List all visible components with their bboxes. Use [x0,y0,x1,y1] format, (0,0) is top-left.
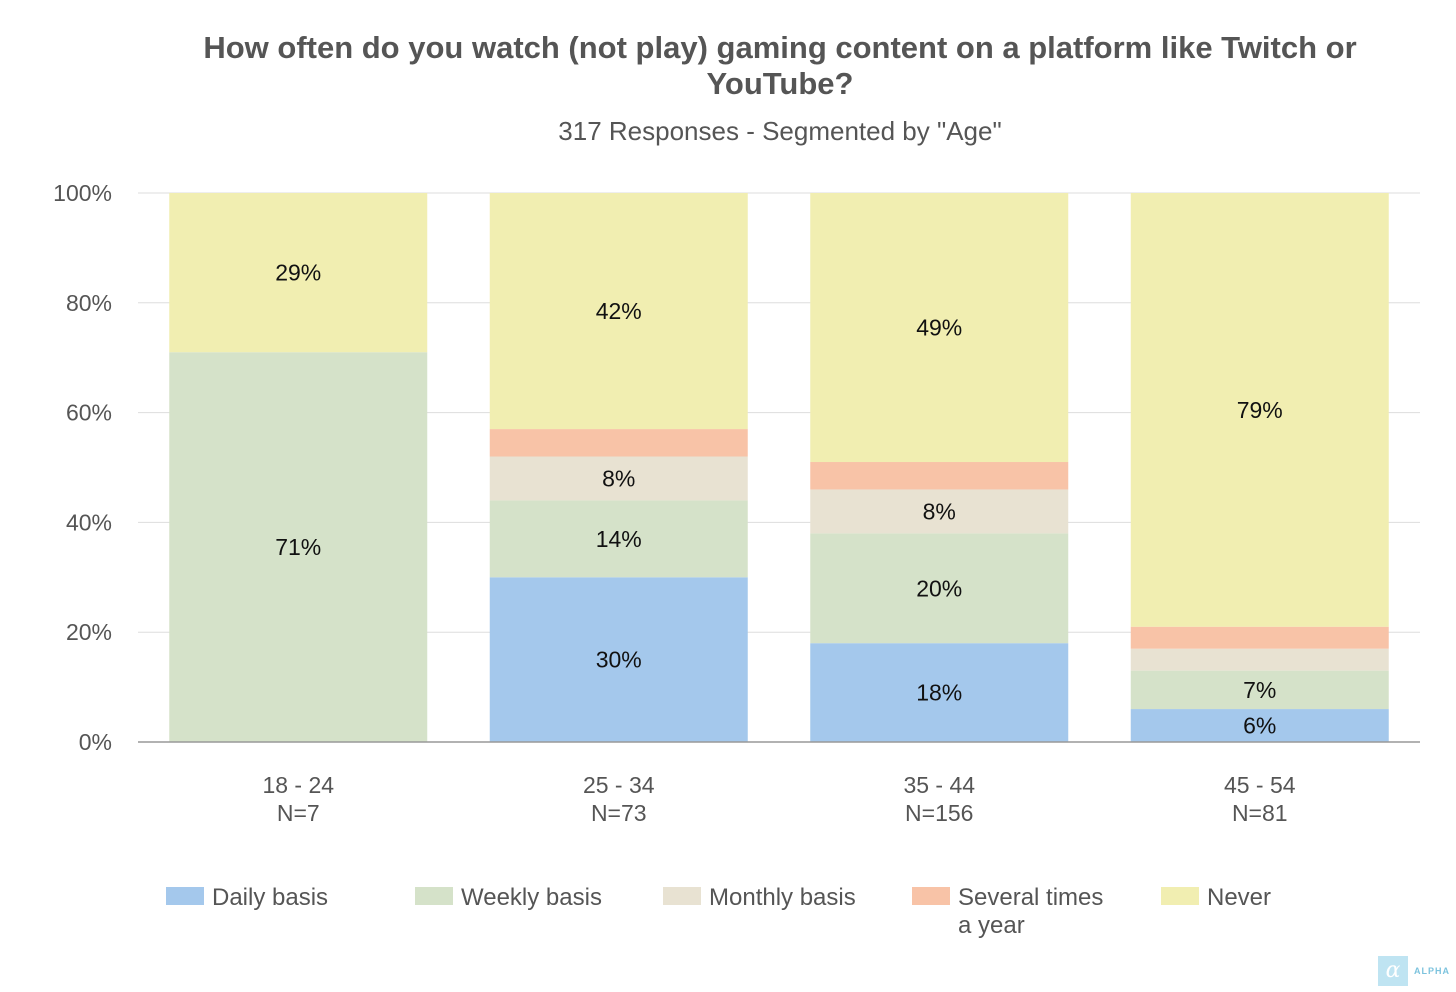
bar-segment [489,500,748,578]
bar-segment [489,577,748,742]
x-tick-label: 18 - 24 [262,772,334,798]
bar-segment [489,429,748,457]
bar-segment [489,193,748,430]
data-label: 7% [1243,677,1276,703]
alpha-logo-text: ALPHA [1414,966,1450,976]
x-tick-n-label: N=81 [1232,800,1288,826]
bar-segment [1130,648,1389,671]
bar-segment [1130,709,1389,742]
legend-swatch-monthly [663,887,701,905]
bar-segment [810,193,1069,463]
legend-swatch-weekly [415,887,453,905]
bar-segment [810,462,1069,490]
data-label: 79% [1237,397,1283,423]
legend-label-several: Several times a year [958,884,1104,939]
y-tick-label: 100% [53,180,112,206]
data-label: 8% [602,465,635,491]
alpha-logo: α ALPHA [1378,956,1450,986]
y-tick-label: 60% [66,400,112,426]
legend: Daily basis Weekly basis Monthly basis S… [0,884,1456,964]
y-tick-label: 80% [66,290,112,316]
y-tick-label: 0% [79,729,112,755]
legend-label-never: Never [1207,884,1272,911]
data-label: 42% [596,298,642,324]
legend-item-several: Several times a year [912,884,1118,940]
legend-label-monthly: Monthly basis [709,884,856,911]
legend-swatch-never [1161,887,1199,905]
data-label: 14% [596,526,642,552]
chart-subtitle: 317 Responses - Segmented by "Age" [558,116,1002,146]
bar-segment [1130,670,1389,710]
data-label: 71% [275,534,321,560]
legend-swatch-daily [166,887,204,905]
bar-segment [489,456,748,501]
data-label: 29% [275,260,321,286]
legend-item-daily: Daily basis [166,884,372,912]
legend-swatch-several [912,887,950,905]
legend-item-weekly: Weekly basis [415,884,621,912]
data-label: 8% [923,498,956,524]
bar-segment [169,352,428,742]
bar-segment [1130,193,1389,627]
bar-segment [1130,626,1389,649]
bar-segment [169,193,428,353]
bar-segment [810,489,1069,534]
stacked-bar-chart: 0% 20% 40% 60% 80% 100% 71% 29% 18 - 24N=7 30% 14%… [53,180,1420,826]
y-tick-label: 40% [66,509,112,535]
x-tick-n-label: N=73 [591,800,647,826]
x-tick-label: 45 - 54 [1224,772,1296,798]
data-label: 30% [596,647,642,673]
x-tick-label: 35 - 44 [903,772,975,798]
y-tick-label: 20% [66,619,112,645]
legend-label-weekly: Weekly basis [461,884,602,911]
data-label: 49% [916,315,962,341]
data-label: 20% [916,575,962,601]
data-label: 18% [916,680,962,706]
data-label: 6% [1243,713,1276,739]
legend-label-daily: Daily basis [212,884,329,911]
legend-item-monthly: Monthly basis [663,884,869,912]
x-tick-n-label: N=156 [905,800,973,826]
alpha-logo-icon: α [1378,956,1408,986]
legend-item-never: Never [1161,884,1367,912]
bar-segment [810,533,1069,644]
x-tick-label: 25 - 34 [583,772,655,798]
bar-segment [810,643,1069,742]
x-tick-n-label: N=7 [277,800,320,826]
chart-title: How often do you watch (not play) gaming… [203,30,1357,101]
